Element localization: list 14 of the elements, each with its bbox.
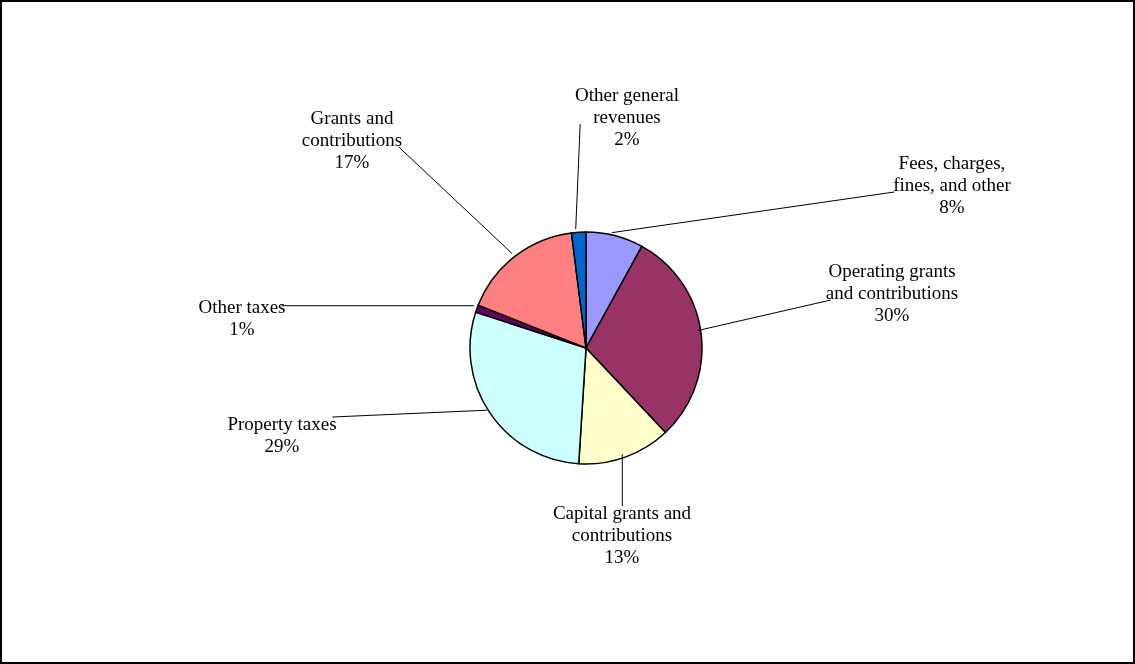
data-label: 30% <box>874 304 910 326</box>
slice-label: Property taxes <box>227 413 337 435</box>
slice-label: Operating grants and contributions <box>825 260 959 304</box>
data-label: 13% <box>604 546 640 568</box>
data-label: 1% <box>229 318 255 340</box>
data-label: 17% <box>334 151 370 173</box>
slice-label: Capital grants and contributions <box>552 502 692 546</box>
slice-label: Grants and contributions <box>301 107 403 151</box>
slice-label: Other general revenues <box>575 84 679 128</box>
data-label: 8% <box>939 196 965 218</box>
slice-label: Fees, charges, fines, and other <box>893 152 1012 196</box>
data-label: 2% <box>614 128 640 150</box>
slice-label: Other taxes <box>198 296 286 318</box>
data-label: 29% <box>264 435 300 457</box>
